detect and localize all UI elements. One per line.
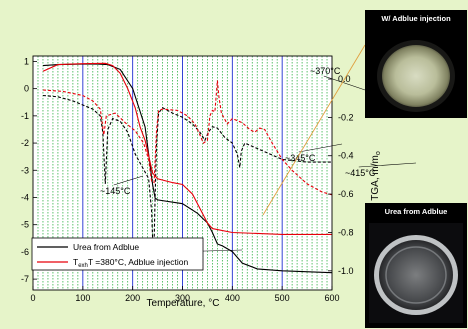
series-lines xyxy=(42,62,333,274)
y-left-tick-label: -1 xyxy=(21,111,29,121)
y-left-tick-label: 0 xyxy=(24,84,29,94)
x-tick-label: 0 xyxy=(30,293,35,303)
tga-line-series-1 xyxy=(42,62,332,235)
photo-urea-adblue: Urea from Adblue xyxy=(365,203,467,328)
x-tick-label: 400 xyxy=(225,293,240,303)
tga-line-series-0 xyxy=(42,63,333,274)
annotation-leader xyxy=(298,143,343,153)
axis-ticks: 010020030040050060010-1-2-3-4-5-6-70.0-0… xyxy=(21,56,354,303)
photo-label-injection: W/ Adblue injection xyxy=(381,14,451,23)
legend-label-urea: Urea from Adblue xyxy=(73,242,139,252)
x-tick-label: 600 xyxy=(324,293,339,303)
y-left-tick-label: -6 xyxy=(21,247,29,257)
y-right-tick-label: -0.4 xyxy=(338,151,354,161)
y-right-tick-label: -1.0 xyxy=(338,266,354,276)
y-left-tick-label: 1 xyxy=(24,56,29,66)
annotation-label: ~370°C xyxy=(310,66,341,76)
sample-dish-urea xyxy=(369,223,463,323)
photo-label-urea: Urea from Adblue xyxy=(384,207,448,216)
annotation-label: ~145°C xyxy=(100,186,131,196)
y-right-tick-label: -0.6 xyxy=(338,189,354,199)
annotation-leader xyxy=(323,75,372,93)
y-left-tick-label: -2 xyxy=(21,138,29,148)
svg-text:TGA, m/mo: TGA, m/mo xyxy=(370,151,382,201)
x-tick-label: 100 xyxy=(75,293,90,303)
legend-label-injection: TexhT =380°C, Adblue injection xyxy=(73,257,189,269)
annotation-leader xyxy=(113,175,144,186)
y-left-tick-label: -4 xyxy=(21,192,29,202)
x-axis-title: Temperature, °C xyxy=(147,298,220,309)
photo-adblue-injection: W/ Adblue injection xyxy=(365,10,467,118)
annotation-leader xyxy=(358,162,417,168)
y-right-tick-label: -0.8 xyxy=(338,227,354,237)
annotation-label: ~415°C xyxy=(345,168,376,178)
y-right-tick-label: -0.2 xyxy=(338,112,354,122)
connector-line xyxy=(262,44,366,216)
y-left-tick-label: -3 xyxy=(21,165,29,175)
y-left-tick-label: -7 xyxy=(21,274,29,284)
legend: Urea from Adblue TexhT =380°C, Adblue in… xyxy=(31,237,204,271)
right-axis-title: TGA, m/mo xyxy=(370,151,382,201)
dtg-line-series-1 xyxy=(42,80,333,196)
x-tick-label: 300 xyxy=(175,293,190,303)
legend-box xyxy=(31,237,204,271)
x-tick-label: 500 xyxy=(275,293,290,303)
sample-dish-injection xyxy=(377,40,455,112)
x-tick-label: 200 xyxy=(125,293,140,303)
annotation-label: ~345°C xyxy=(285,153,316,163)
dtg-line-series-0 xyxy=(42,94,332,266)
y-left-tick-label: -5 xyxy=(21,220,29,230)
